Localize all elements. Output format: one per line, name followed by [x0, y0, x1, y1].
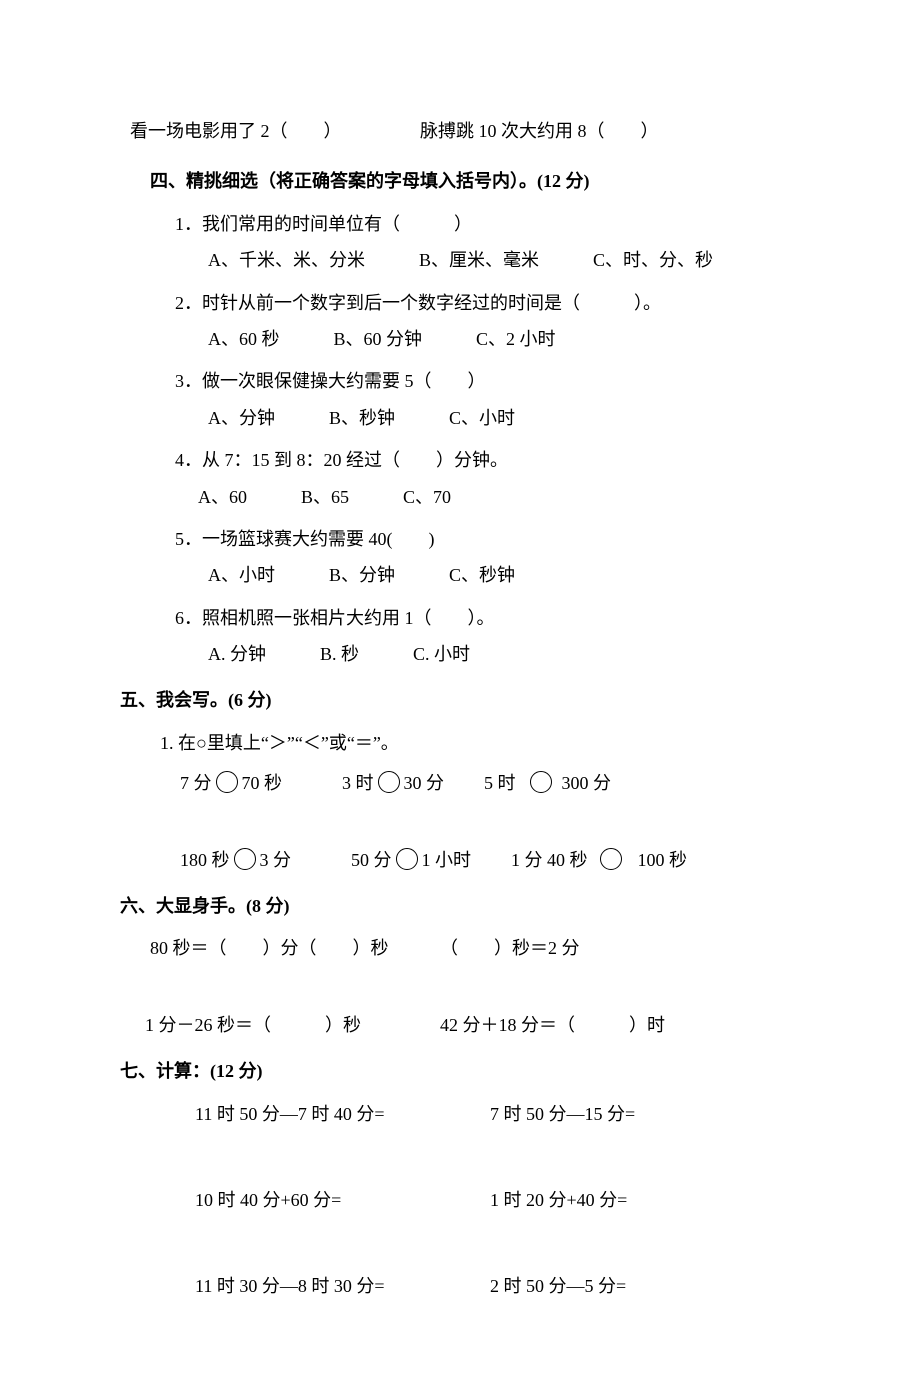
q4-1-options: A、千米、米、分米 B、厘米、毫米 C、时、分、秒	[120, 244, 800, 276]
q4-4-options: A、60 B、65 C、70	[120, 481, 800, 513]
s7-row2: 10 时 40 分+60 分= 1 时 20 分+40 分=	[120, 1184, 800, 1216]
q4-5-options: A、小时 B、分钟 C、秒钟	[120, 559, 800, 591]
q4-5: 5．一场篮球赛大约需要 40( )	[120, 523, 800, 555]
s6-r2-b: 42 分＋18 分＝（ ）时	[440, 1009, 665, 1041]
s6-r2-a: 1 分－26 秒＝（ ）秒	[145, 1009, 440, 1041]
circle-blank-icon	[216, 771, 238, 793]
top-questions: 看一场电影用了 2（ ） 脉搏跳 10 次大约用 8（ ）	[120, 115, 800, 147]
s5-r2-c2: 100 秒	[638, 844, 688, 876]
s5-r1-c2: 300 分	[562, 767, 612, 799]
top-right-q: 脉搏跳 10 次大约用 8（ ）	[420, 115, 659, 147]
s5-r2-c1: 1 分 40 秒	[511, 844, 588, 876]
s7-r3-b: 2 时 50 分—5 分=	[490, 1270, 626, 1302]
q4-6-options: A. 分钟 B. 秒 C. 小时	[120, 638, 800, 670]
q4-2: 2．时针从前一个数字到后一个数字经过的时间是（ ）。	[120, 287, 800, 319]
s7-row3: 11 时 30 分—8 时 30 分= 2 时 50 分—5 分=	[120, 1270, 800, 1302]
section-7-header: 七、计算：(12 分)	[120, 1055, 800, 1087]
s7-r3-a: 11 时 30 分—8 时 30 分=	[195, 1270, 490, 1302]
s7-r2-b: 1 时 20 分+40 分=	[490, 1184, 627, 1216]
s7-r2-a: 10 时 40 分+60 分=	[195, 1184, 490, 1216]
circle-blank-icon	[378, 771, 400, 793]
section-5-header: 五、我会写。(6 分)	[120, 684, 800, 716]
s7-r1-a: 11 时 50 分—7 时 40 分=	[195, 1098, 490, 1130]
circle-blank-icon	[530, 771, 552, 793]
s7-r1-b: 7 时 50 分—15 分=	[490, 1098, 635, 1130]
circle-blank-icon	[396, 848, 418, 870]
s6-r1-b: （ ）秒＝2 分	[440, 932, 580, 964]
s5-r2-a2: 3 分	[260, 844, 292, 876]
s6-row1: 80 秒＝（ ）分（ ）秒 （ ）秒＝2 分	[120, 932, 800, 964]
s6-r1-a: 80 秒＝（ ）分（ ）秒	[150, 932, 440, 964]
q4-4: 4．从 7：15 到 8：20 经过（ ）分钟。	[120, 444, 800, 476]
q4-6: 6．照相机照一张相片大约用 1（ ）。	[120, 602, 800, 634]
s6-row2: 1 分－26 秒＝（ ）秒 42 分＋18 分＝（ ）时	[120, 1009, 800, 1041]
s5-r1-a2: 70 秒	[242, 767, 283, 799]
q4-1: 1．我们常用的时间单位有（ ）	[120, 208, 800, 240]
circle-blank-icon	[234, 848, 256, 870]
q4-3-options: A、分钟 B、秒钟 C、小时	[120, 402, 800, 434]
s5-r2-b2: 1 小时	[422, 844, 472, 876]
q4-3: 3．做一次眼保健操大约需要 5（ ）	[120, 365, 800, 397]
q4-2-options: A、60 秒 B、60 分钟 C、2 小时	[120, 323, 800, 355]
s5-r2-b1: 50 分	[351, 844, 392, 876]
s5-r2-a1: 180 秒	[180, 844, 230, 876]
circle-blank-icon	[600, 848, 622, 870]
s7-row1: 11 时 50 分—7 时 40 分= 7 时 50 分—15 分=	[120, 1098, 800, 1130]
s5-r1-a1: 7 分	[180, 767, 212, 799]
s5-r1-b1: 3 时	[342, 767, 374, 799]
s5-row2: 180 秒 3 分 50 分 1 小时 1 分 40 秒 100 秒	[120, 844, 800, 876]
section-6-header: 六、大显身手。(8 分)	[120, 890, 800, 922]
s5-r1-b2: 30 分	[404, 767, 445, 799]
top-left-q: 看一场电影用了 2（ ）	[130, 115, 420, 147]
s5-r1-c1: 5 时	[484, 767, 516, 799]
section-5-sub: 1. 在○里填上“＞”“＜”或“＝”。	[120, 727, 800, 759]
section-4-header: 四、精挑细选（将正确答案的字母填入括号内）。(12 分)	[120, 165, 800, 197]
s5-row1: 7 分 70 秒 3 时 30 分 5 时 300 分	[120, 767, 800, 799]
